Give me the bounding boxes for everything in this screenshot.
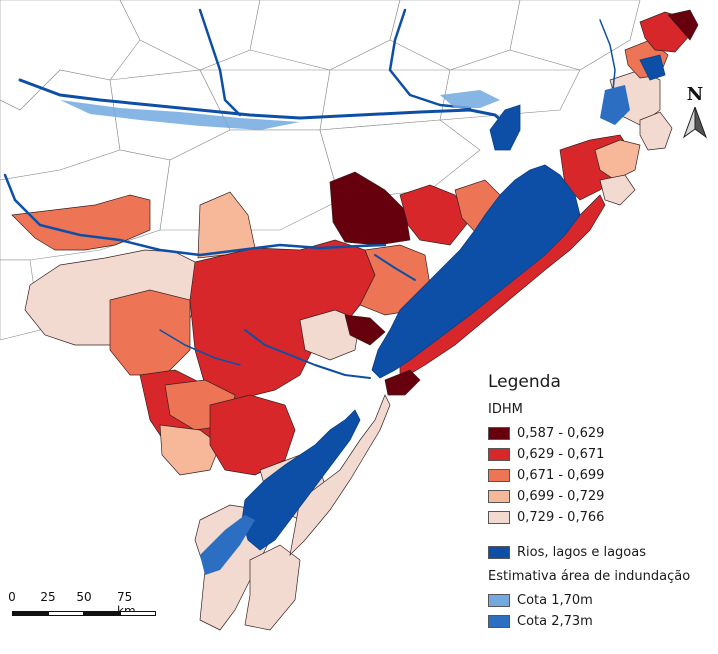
legend-water-label: Rios, lagos e lagoas (517, 545, 646, 560)
legend-idhm-swatch (488, 511, 510, 524)
legend-water-swatch (488, 546, 510, 559)
legend-flood-swatch (488, 615, 510, 628)
legend-water-row: Rios, lagos e lagoas (488, 542, 710, 563)
legend-flood-label: Cota 2,73m (517, 614, 593, 629)
legend-flood-classes: Cota 1,70m Cota 2,73m (488, 590, 710, 632)
legend-title: Legenda (488, 372, 561, 392)
legend-idhm-swatch (488, 469, 510, 482)
north-arrow: N (680, 84, 710, 143)
legend-flood-swatch (488, 594, 510, 607)
legend-idhm-label: 0,729 - 0,766 (517, 510, 605, 525)
legend-idhm-title: IDHM (488, 402, 523, 417)
legend-idhm-swatch (488, 427, 510, 440)
legend-idhm-swatch (488, 448, 510, 461)
scale-label-25: 25 (40, 590, 56, 604)
scale-segment-4 (120, 611, 156, 616)
legend-idhm-row: 0,587 - 0,629 (488, 423, 710, 444)
legend-idhm-row: 0,629 - 0,671 (488, 444, 710, 465)
north-letter: N (686, 84, 704, 105)
rivers (3, 8, 616, 379)
scale-label-50: 50 (76, 590, 92, 604)
scale-label-0: 0 (8, 590, 16, 604)
flood-area-high (200, 85, 630, 575)
legend-flood-label: Cota 1,70m (517, 593, 593, 608)
legend-idhm-label: 0,671 - 0,699 (517, 468, 605, 483)
lagoa-mirim (241, 409, 361, 551)
legend: Legenda IDHM 0,587 - 0,629 0,629 - 0,671 0… (488, 372, 710, 632)
legend-idhm-label: 0,629 - 0,671 (517, 447, 605, 462)
lagoa-dos-patos (371, 164, 581, 379)
legend-idhm-classes: 0,587 - 0,629 0,629 - 0,671 0,671 - 0,699 0… (488, 423, 710, 528)
legend-idhm-row: 0,671 - 0,699 (488, 465, 710, 486)
legend-idhm-label: 0,587 - 0,629 (517, 426, 605, 441)
legend-idhm-swatch (488, 490, 510, 503)
water-bodies (241, 54, 666, 551)
legend-flood-row: Cota 1,70m (488, 590, 710, 611)
legend-idhm-row: 0,729 - 0,766 (488, 507, 710, 528)
legend-flood-row: Cota 2,73m (488, 611, 710, 632)
scale-segment-2 (48, 611, 84, 616)
flood-area-low (60, 90, 500, 130)
scale-bar: 0 25 50 75 km (8, 590, 168, 630)
scale-segment-1 (12, 611, 48, 616)
legend-idhm-row: 0,699 - 0,729 (488, 486, 710, 507)
legend-flood-title: Estimativa área de indundação (488, 569, 691, 584)
north-arrow-icon (682, 106, 708, 139)
scale-segment-3 (84, 611, 120, 616)
legend-idhm-label: 0,699 - 0,729 (517, 489, 605, 504)
